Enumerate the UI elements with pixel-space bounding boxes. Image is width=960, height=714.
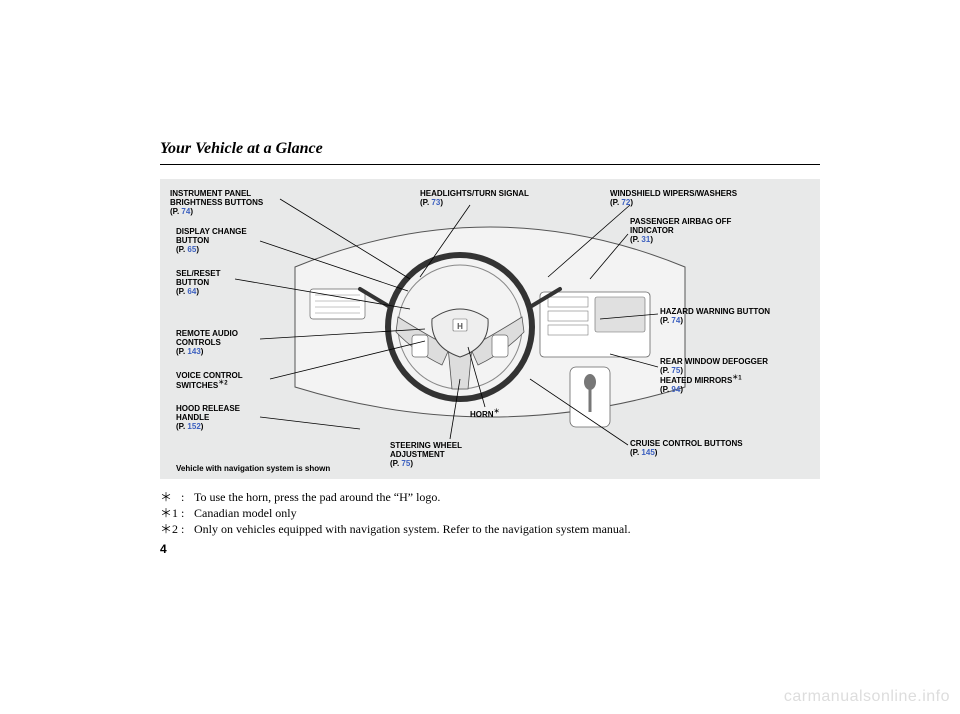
- page-ref: (P. 75): [660, 366, 683, 375]
- page-title: Your Vehicle at a Glance: [160, 140, 820, 158]
- label-text: HOOD RELEASEHANDLE: [176, 404, 240, 422]
- label-passenger-airbag-off-indicator: PASSENGER AIRBAG OFFINDICATOR (P. 31): [630, 217, 731, 245]
- page-ref: (P. 74): [660, 316, 683, 325]
- label-text: HEADLIGHTS/TURN SIGNAL: [420, 189, 529, 198]
- page-ref: (P. 94): [660, 385, 683, 394]
- label-instrument-panel-brightness: INSTRUMENT PANELBRIGHTNESS BUTTONS (P. 7…: [170, 189, 263, 217]
- page-ref: (P. 73): [420, 198, 443, 207]
- page-ref: (P. 75): [390, 459, 413, 468]
- label-sel-reset-button: SEL/RESETBUTTON (P. 64): [176, 269, 220, 297]
- label-text: REAR WINDOW DEFOGGER: [660, 357, 768, 366]
- dashboard-diagram: H: [160, 179, 820, 479]
- label-headlights-turn-signal: HEADLIGHTS/TURN SIGNAL (P. 73): [420, 189, 529, 207]
- footnote-row: ＊1 : Canadian model only: [160, 505, 820, 521]
- label-rear-window-defogger: REAR WINDOW DEFOGGER (P. 75) HEATED MIRR…: [660, 357, 768, 394]
- label-text: HORN＊: [470, 410, 500, 419]
- label-text: DISPLAY CHANGEBUTTON: [176, 227, 247, 245]
- footnote-text: Only on vehicles equipped with navigatio…: [194, 521, 631, 537]
- label-text: CRUISE CONTROL BUTTONS: [630, 439, 743, 448]
- footnote-row: ＊2 : Only on vehicles equipped with navi…: [160, 521, 820, 537]
- footnote-symbol: ＊ :: [160, 489, 188, 505]
- page-ref: (P. 31): [630, 235, 653, 244]
- footnote-row: ＊ : To use the horn, press the pad aroun…: [160, 489, 820, 505]
- page-link[interactable]: 31: [641, 235, 650, 244]
- manual-page: Your Vehicle at a Glance: [160, 140, 820, 556]
- label-text: VOICE CONTROLSWITCHES＊2: [176, 371, 243, 390]
- footnote-sup: ＊: [494, 409, 500, 415]
- page-link[interactable]: 72: [621, 198, 630, 207]
- page-link[interactable]: 152: [187, 422, 200, 431]
- title-rule: [160, 164, 820, 165]
- label-text: REMOTE AUDIOCONTROLS: [176, 329, 238, 347]
- label-text: PASSENGER AIRBAG OFFINDICATOR: [630, 217, 731, 235]
- footnote-symbol: ＊2 :: [160, 521, 188, 537]
- footnote-sup: ＊1: [732, 375, 741, 381]
- page-link[interactable]: 143: [187, 347, 200, 356]
- page-link[interactable]: 74: [671, 316, 680, 325]
- page-number: 4: [160, 542, 820, 556]
- page-link[interactable]: 75: [401, 459, 410, 468]
- page-ref: (P. 145): [630, 448, 657, 457]
- label-text: SEL/RESETBUTTON: [176, 269, 220, 287]
- page-link[interactable]: 65: [187, 245, 196, 254]
- label-text: STEERING WHEELADJUSTMENT: [390, 441, 462, 459]
- page-link[interactable]: 94: [671, 385, 680, 394]
- watermark: carmanualsonline.info: [784, 688, 950, 706]
- label-text: WINDSHIELD WIPERS/WASHERS: [610, 189, 737, 198]
- page-link[interactable]: 75: [671, 366, 680, 375]
- label-text: HAZARD WARNING BUTTON: [660, 307, 770, 316]
- page-ref: (P. 143): [176, 347, 203, 356]
- page-ref: (P. 152): [176, 422, 203, 431]
- diagram-caption: Vehicle with navigation system is shown: [176, 464, 330, 473]
- label-voice-control-switches: VOICE CONTROLSWITCHES＊2: [176, 371, 243, 390]
- label-windshield-wipers-washers: WINDSHIELD WIPERS/WASHERS (P. 72): [610, 189, 737, 207]
- label-cruise-control-buttons: CRUISE CONTROL BUTTONS (P. 145): [630, 439, 743, 457]
- label-hazard-warning-button: HAZARD WARNING BUTTON (P. 74): [660, 307, 770, 325]
- footnote-symbol: ＊1 :: [160, 505, 188, 521]
- page-ref: (P. 74): [170, 207, 193, 216]
- label-hood-release-handle: HOOD RELEASEHANDLE (P. 152): [176, 404, 240, 432]
- footnote-text: Canadian model only: [194, 505, 297, 521]
- page-link[interactable]: 73: [431, 198, 440, 207]
- page-ref: (P. 64): [176, 287, 199, 296]
- label-display-change-button: DISPLAY CHANGEBUTTON (P. 65): [176, 227, 247, 255]
- label-remote-audio-controls: REMOTE AUDIOCONTROLS (P. 143): [176, 329, 238, 357]
- label-horn: HORN＊: [470, 409, 500, 419]
- page-link[interactable]: 145: [641, 448, 654, 457]
- page-ref: (P. 65): [176, 245, 199, 254]
- label-text: INSTRUMENT PANELBRIGHTNESS BUTTONS: [170, 189, 263, 207]
- footnote-sup: ＊2: [218, 380, 227, 386]
- page-ref: (P. 72): [610, 198, 633, 207]
- label-text: HEATED MIRRORS＊1: [660, 376, 742, 385]
- page-link[interactable]: 74: [181, 207, 190, 216]
- page-link[interactable]: 64: [187, 287, 196, 296]
- footnotes: ＊ : To use the horn, press the pad aroun…: [160, 489, 820, 538]
- footnote-text: To use the horn, press the pad around th…: [194, 489, 440, 505]
- label-steering-wheel-adjustment: STEERING WHEELADJUSTMENT (P. 75): [390, 441, 462, 469]
